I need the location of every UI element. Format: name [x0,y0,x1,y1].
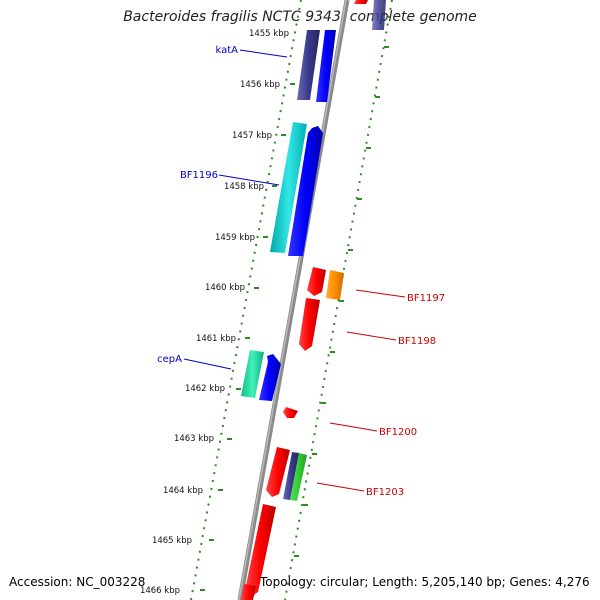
gene-cepA-teal [241,350,264,398]
gene-BF1196-cyan [270,122,307,253]
gene-katA-blue [316,30,336,102]
gene-BF1197-red [307,267,326,296]
tick-label-1462: 1462 kbp [185,384,225,394]
tick-track-left [190,0,302,600]
leader-line-BF1197 [355,289,406,298]
tick-label-1455: 1455 kbp [249,29,289,39]
gene-BF1200-red [283,407,298,418]
tick-label-1456: 1456 kbp [240,80,280,90]
tick-label-1466: 1466 kbp [140,586,180,596]
gene-label-BF1197: BF1197 [407,293,445,304]
tick-label-1461: 1461 kbp [196,334,236,344]
tick-label-1464: 1464 kbp [163,486,203,496]
map-title: Bacteroides fragilis NCTC 9343, complete… [123,9,477,25]
gene-feature-top-red [354,0,368,4]
gene-feature-top-navy [372,0,386,30]
leader-line-BF1198 [346,331,397,341]
gene-bottom-red-1 [245,504,276,597]
topology-label: Topology: circular; Length: 5,205,140 bp… [260,575,590,589]
leader-line-cepA [183,358,232,370]
gene-katA-navy [297,30,320,100]
gene-BF1203-green [290,453,307,501]
gene-label-katA: katA [215,45,238,56]
gene-bottom-red-2 [241,584,256,600]
gene-BF1198-red [299,298,320,351]
genome-backbone [237,0,350,600]
leader-line-BF1200 [329,422,378,432]
accession-label: Accession: NC_003228 [9,575,146,589]
tick-marks-left [200,83,295,591]
leader-line-katA [239,49,288,58]
gene-label-cepA: cepA [157,354,182,365]
tick-marks-right [294,46,389,557]
leader-line-BF1196 [218,174,280,186]
gene-label-BF1203: BF1203 [366,487,404,498]
gene-label-BF1198: BF1198 [398,336,436,347]
gene-label-BF1196: BF1196 [180,170,218,181]
gene-BF1196-blue [288,126,323,256]
gene-BF1203-navy [283,452,299,500]
tick-label-1460: 1460 kbp [205,283,245,293]
tick-label-1463: 1463 kbp [174,434,214,444]
tick-label-1465: 1465 kbp [152,536,192,546]
gene-BF1197-orange [326,270,344,300]
tick-label-1459: 1459 kbp [215,233,255,243]
gene-label-BF1200: BF1200 [379,427,417,438]
tick-label-1457: 1457 kbp [232,131,272,141]
genome-backbone-highlight [238,0,347,600]
tick-label-1458: 1458 kbp [224,182,264,192]
gene-cepA-blue [259,354,281,401]
tick-track-right [284,0,393,600]
leader-line-BF1203 [316,482,365,492]
gene-BF1203-red [266,447,290,497]
